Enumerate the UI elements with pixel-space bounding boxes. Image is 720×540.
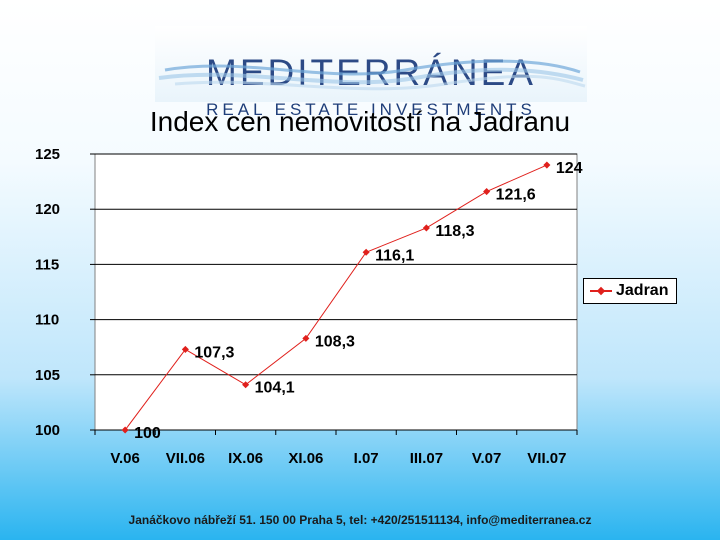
data-point	[483, 188, 491, 196]
y-tick-label: 100	[35, 422, 60, 439]
series-line-jadran	[124, 164, 548, 431]
legend-label: Jadran	[616, 282, 669, 299]
logo-waves-icon	[158, 59, 586, 91]
plot-area	[94, 153, 578, 431]
chart-legend: Jadran	[583, 278, 677, 304]
x-tick-label: V.07	[472, 450, 501, 467]
x-tick-label: III.07	[410, 450, 443, 467]
y-tick-label: 125	[35, 146, 60, 163]
data-label: 107,3	[194, 344, 234, 361]
x-tick-label: VII.07	[527, 450, 566, 467]
y-tick-label: 120	[35, 201, 60, 218]
logo-subtitle: REAL ESTATE INVESTMENTS	[206, 100, 536, 119]
x-tick-label: I.07	[354, 450, 379, 467]
x-tick-label: XI.06	[288, 450, 323, 467]
data-point	[422, 224, 430, 232]
data-label: 108,3	[315, 333, 355, 350]
footer-contact: Janáčkovo nábřeží 51. 150 00 Praha 5, te…	[128, 513, 592, 527]
data-point	[543, 161, 551, 169]
legend-marker-icon	[596, 286, 606, 296]
x-tick-label: V.06	[110, 450, 139, 467]
y-tick-label: 105	[35, 367, 60, 384]
data-label: 116,1	[375, 247, 414, 264]
data-point	[181, 345, 189, 353]
data-point	[362, 248, 370, 256]
data-label: 104,1	[255, 380, 295, 397]
y-tick-label: 115	[35, 256, 59, 273]
data-label: 100	[134, 425, 161, 442]
data-point	[302, 334, 310, 342]
data-point	[242, 381, 250, 389]
chart-title: Index cen nemovitostí na Jadranu	[149, 106, 571, 137]
data-label: 121,6	[496, 187, 536, 204]
x-tick-label: VII.06	[166, 450, 205, 467]
x-tick-label: IX.06	[228, 450, 263, 467]
data-label: 118,3	[435, 223, 474, 240]
data-label: 124	[556, 160, 583, 177]
data-point	[121, 426, 129, 434]
y-tick-label: 110	[35, 312, 59, 329]
